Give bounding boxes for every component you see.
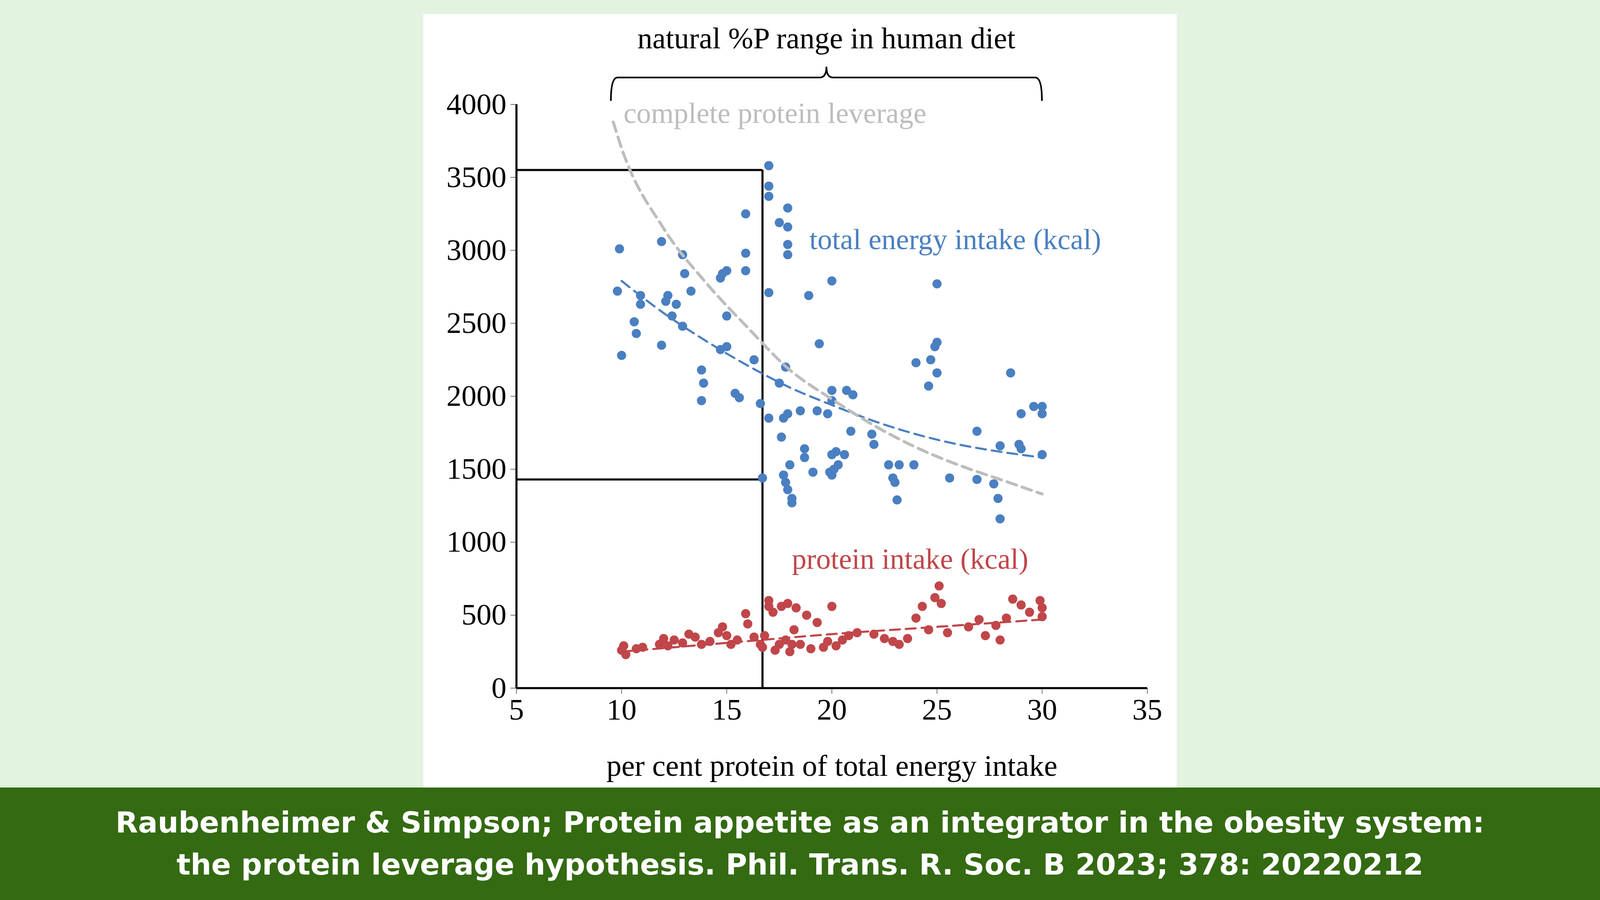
svg-text:15: 15 [711, 692, 742, 727]
svg-text:per cent protein of total ener: per cent protein of total energy intake [606, 749, 1058, 783]
svg-text:1500: 1500 [446, 452, 507, 486]
svg-text:natural %P range in human diet: natural %P range in human diet [637, 21, 1016, 55]
svg-text:25: 25 [922, 692, 953, 727]
svg-text:0: 0 [491, 671, 507, 705]
svg-text:500: 500 [461, 597, 507, 632]
svg-text:complete protein leverage: complete protein leverage [623, 97, 927, 130]
svg-text:10: 10 [606, 692, 637, 727]
svg-text:30: 30 [1027, 692, 1058, 727]
svg-text:protein intake (kcal): protein intake (kcal) [792, 542, 1029, 575]
svg-text:1000: 1000 [446, 525, 507, 559]
svg-text:35: 35 [1132, 692, 1163, 727]
svg-text:2000: 2000 [446, 379, 507, 413]
svg-text:5: 5 [509, 692, 525, 727]
svg-text:total energy intake (kcal): total energy intake (kcal) [809, 223, 1102, 256]
html-text:Raubenheimer & Simpson; Protei: Raubenheimer & Simpson; Protein appetite… [115, 805, 1485, 840]
svg-text:3000: 3000 [446, 233, 507, 267]
svg-text:4000: 4000 [446, 87, 507, 121]
svg-text:3500: 3500 [446, 160, 507, 194]
svg-text:2500: 2500 [446, 306, 507, 340]
html-text:the protein leverage hypothesi: the protein leverage hypothesis. Phil. T… [176, 847, 1424, 882]
svg-text:20: 20 [817, 692, 848, 727]
